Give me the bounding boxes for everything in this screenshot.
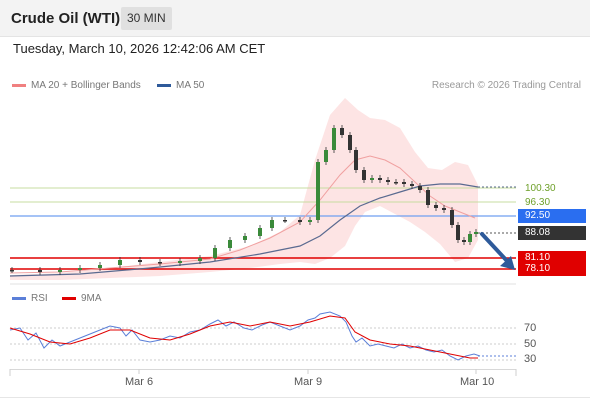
- candle-body: [10, 270, 14, 272]
- rsi-label-70: 70: [524, 322, 537, 334]
- time-axis: [10, 369, 516, 370]
- candle-body: [434, 205, 438, 208]
- candle-body: [442, 208, 446, 210]
- candle-body: [468, 234, 472, 242]
- rsi-line: [9, 311, 481, 361]
- candle-body: [118, 260, 122, 265]
- candle-body: [370, 178, 374, 180]
- candle-body: [450, 210, 454, 225]
- candle-body: [332, 128, 336, 150]
- candle-body: [213, 248, 217, 258]
- ma9-swatch: [62, 297, 76, 300]
- candle-body: [78, 268, 82, 270]
- candle-body: [38, 270, 42, 272]
- price-label-100-30: 100.30: [525, 183, 556, 194]
- candle-body: [98, 265, 102, 268]
- rsi-9ma-line: [9, 315, 478, 359]
- candle-body: [348, 135, 352, 150]
- forecast-arrow: [480, 232, 515, 270]
- rsi-label: RSI: [31, 293, 48, 304]
- price-label-current: 88.08: [518, 226, 586, 240]
- candle-body: [378, 178, 382, 180]
- candle-body: [462, 240, 466, 242]
- bollinger-band: [10, 98, 478, 280]
- price-label-92-50: 92.50: [518, 209, 586, 223]
- ma20-label: MA 20 + Bollinger Bands: [31, 80, 141, 91]
- candle-body: [386, 180, 390, 182]
- price-label-78-10: 78.10: [518, 262, 586, 276]
- candle-body: [474, 232, 478, 234]
- candle-body: [354, 150, 358, 170]
- legend-ma20: MA 20 + Bollinger Bands: [12, 80, 141, 91]
- candlesticks: [10, 125, 478, 275]
- candle-body: [394, 182, 398, 184]
- candle-body: [426, 190, 430, 205]
- x-tick-mar6: Mar 6: [125, 376, 154, 388]
- rsi-swatch: [12, 297, 26, 300]
- x-tick-mar9: Mar 9: [294, 376, 323, 388]
- candle-body: [402, 182, 406, 184]
- ma9-label: 9MA: [81, 293, 102, 304]
- legend-ma50: MA 50: [157, 80, 204, 91]
- chart-header: Crude Oil (WTI) 30 MIN: [0, 0, 590, 37]
- candle-body: [258, 228, 262, 236]
- rsi-label-30: 30: [524, 353, 537, 365]
- candle-body: [178, 261, 182, 263]
- candle-body: [228, 240, 232, 248]
- x-tick-mar10: Mar 10: [460, 376, 495, 388]
- candle-body: [308, 220, 312, 222]
- copyright-text: Research © 2026 Trading Central: [431, 80, 581, 91]
- ma50-label: MA 50: [176, 80, 205, 91]
- legend-9ma: 9MA: [62, 293, 102, 304]
- ma20-swatch: [12, 84, 26, 87]
- ma50-line: [9, 183, 479, 277]
- candle-body: [158, 262, 162, 264]
- candle-body: [418, 186, 422, 190]
- candle-body: [410, 184, 414, 186]
- ma50-swatch: [157, 84, 171, 87]
- candle-body: [283, 220, 287, 222]
- legend-rsi: RSI: [12, 293, 48, 304]
- candle-body: [316, 162, 320, 220]
- candle-body: [138, 260, 142, 262]
- price-label-96-30: 96.30: [525, 197, 551, 208]
- chart-datetime: Tuesday, March 10, 2026 12:42:06 AM CET: [13, 41, 266, 56]
- candle-body: [456, 225, 460, 240]
- timeframe-button[interactable]: 30 MIN: [121, 7, 172, 30]
- instrument-title: Crude Oil (WTI): [11, 10, 121, 27]
- price-label-81-10: 81.10: [518, 251, 586, 264]
- candle-body: [198, 258, 202, 261]
- candle-body: [58, 270, 62, 272]
- rsi-label-50: 50: [524, 338, 537, 350]
- candle-body: [298, 220, 302, 222]
- chart-bottom-border: [0, 397, 590, 398]
- candle-body: [270, 220, 274, 228]
- candle-body: [362, 170, 366, 180]
- candle-body: [243, 236, 247, 240]
- candle-body: [324, 150, 328, 162]
- candle-body: [340, 128, 344, 135]
